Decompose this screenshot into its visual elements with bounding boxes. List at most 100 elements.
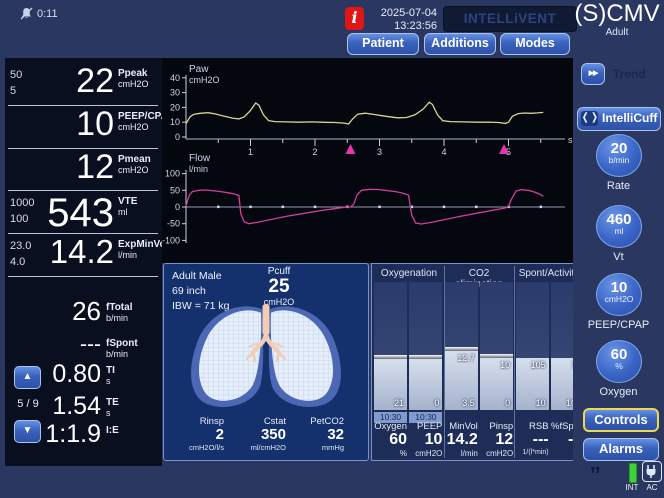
date-label: 2025-07-04 — [380, 7, 437, 19]
gauge-metric-unit: cmH2O — [486, 449, 514, 458]
knob-vt[interactable]: 460 ml — [596, 205, 642, 248]
knob-label: Rate — [606, 180, 631, 192]
gauge-metric-label: Oxygen — [374, 421, 407, 432]
alarm-limit-low: 100 — [10, 213, 29, 225]
monitor-param-name: ExpMinVol — [118, 239, 169, 250]
fast-forward-button[interactable]: ▶▶ — [581, 63, 605, 85]
alarm-silence-indicator: 0:11 — [20, 7, 58, 20]
monitor-param-name: TE — [106, 397, 119, 408]
paw-ytick: 0 — [175, 132, 180, 142]
monitor-value: 543 — [47, 191, 114, 235]
monitor-label: TE s — [106, 397, 152, 418]
flow-ytick: 0 — [175, 202, 180, 212]
gauge-metric-label: MinVol — [449, 421, 478, 432]
controls-button[interactable]: Controls — [583, 408, 659, 432]
monitor-item-peepcpap: 10 PEEP/CPAP cmH2O — [5, 105, 174, 149]
knob-oxygen[interactable]: 60% — [596, 340, 642, 383]
gauge-top-value: 105 — [530, 360, 546, 370]
gauge-metric-value: --- — [532, 431, 549, 448]
gauge-fill — [374, 359, 407, 410]
patient-metric-petco2: PetCO2 32 mmHg — [288, 416, 344, 452]
paw-ytick: 20 — [170, 102, 180, 112]
metric-label: PetCO2 — [310, 416, 344, 427]
gauge-bar-peep: 0 — [409, 282, 443, 410]
modes-button[interactable]: Modes — [500, 33, 570, 55]
sidebar: ▶▶ Trend ❬❭ IntelliCuff 20 b/min Rate 460 ml… — [573, 58, 664, 466]
knob-peepcpap[interactable]: 10 cmH2O — [596, 273, 642, 316]
battery-icon — [629, 463, 637, 483]
monitor-separator — [8, 148, 158, 149]
top-bar: 0:11 i 2025-07-04 13:23:56 INTELLiVENT (… — [0, 0, 664, 58]
monitor-param-unit: l/min — [118, 250, 138, 260]
gauge-metric-unit: % — [399, 449, 407, 458]
alarms-button[interactable]: Alarms — [583, 438, 659, 461]
gauge-bar-minvol: 12.7 3.5 — [444, 282, 478, 410]
gauge-bottom-value: 10 — [535, 398, 546, 408]
monitor-value: 22 — [76, 62, 114, 100]
lungs-graphic — [191, 304, 341, 407]
knob-label: PEEP/CPAP — [587, 319, 650, 331]
active-mode-label: (S)CMV — [574, 0, 660, 27]
alarm-limit-high: 50 — [10, 69, 23, 81]
gauge-group-header: CO2 elimination — [455, 268, 503, 290]
breath-marker-triangle — [345, 144, 356, 154]
knob-value: 10 — [610, 279, 628, 296]
monitor-param-name: Pmean — [118, 154, 151, 165]
alarm-limit-low: 4.0 — [10, 256, 26, 268]
monitor-value: 10 — [76, 105, 114, 143]
time-xtick: 4 — [441, 147, 446, 157]
audio-pause-icon: ’’ — [590, 464, 601, 486]
gauge-group-separator — [443, 266, 445, 458]
flow-ytick: 100 — [165, 169, 180, 179]
pcuff-value: 25 — [268, 276, 290, 297]
flow-unit: l/min — [189, 164, 208, 174]
info-icon[interactable]: i — [345, 7, 364, 30]
monitor-separator — [8, 276, 158, 277]
gauge-metric-unit: cmH2O — [415, 449, 443, 458]
knob-label: Oxygen — [599, 386, 638, 398]
flow-ytick: 50 — [170, 185, 180, 195]
monitor-label: fSpont b/min — [106, 338, 152, 359]
flow-ytick: -50 — [167, 219, 180, 229]
knob-label: Vt — [613, 251, 624, 263]
patient-ibw-label: IBW = 71 kg — [172, 300, 230, 312]
monitor-label: TI s — [106, 365, 152, 386]
gauge-cap — [374, 355, 407, 359]
patient-metric-rinsp: Rinsp 2 cmH2O/l/s — [168, 416, 224, 452]
monitor-param-name: TI — [106, 365, 115, 376]
additions-button[interactable]: Additions — [424, 33, 496, 55]
patient-height-label: 69 inch — [172, 285, 206, 297]
metric-label: Cstat — [263, 416, 286, 427]
pager-down-button[interactable]: ▼ — [14, 420, 41, 443]
monitor-param-unit: cmH2O — [118, 122, 149, 132]
monitor-label: ExpMinVol l/min — [118, 239, 169, 260]
mode-display: (S)CMV Adult — [574, 0, 660, 38]
gauge-bottom-value: 0 — [505, 398, 511, 408]
gauge-cap — [480, 354, 514, 358]
gauge-bar-rsb: 105 10 — [515, 282, 549, 410]
patient-info: Adult Male 69 inch IBW = 71 kg — [172, 269, 229, 314]
metric-value: 32 — [327, 426, 344, 443]
patient-type-label: Adult — [605, 27, 629, 38]
cuff-icon: ❬❭ — [581, 111, 599, 126]
gauge-cap — [444, 347, 478, 351]
battery-label: INT — [625, 483, 639, 492]
monitor-separator — [8, 190, 158, 191]
pager-up-button[interactable]: ▲ — [14, 366, 41, 389]
monitoring-panel: ▲ 5 / 9 ▼ 50 5 22 Ppeak cmH2O 10 PEEP/CPAP cmH2… — [5, 58, 175, 466]
intellicuff-button[interactable]: ❬❭ IntelliCuff — [577, 107, 661, 131]
monitor-value: --- — [80, 333, 101, 356]
time-xtick: 3 — [377, 147, 382, 157]
metric-value: 350 — [260, 426, 286, 443]
gauge-bottom-value: 21 — [393, 398, 404, 408]
knob-rate[interactable]: 20 b/min — [596, 134, 642, 177]
monitor-separator — [8, 105, 158, 106]
patient-button[interactable]: Patient — [347, 33, 419, 55]
monitor-value: 26 — [72, 296, 101, 326]
gauge-bar-oxygen: 21 — [374, 282, 407, 410]
paw-curve — [185, 101, 544, 125]
gauge-group-header: Spont/Activity — [518, 268, 580, 279]
alarm-limits: 50 5 — [10, 67, 22, 99]
intellivent-button[interactable]: INTELLiVENT — [443, 6, 577, 32]
patient-metric-cstat: Cstat 350 ml/cmH2O — [230, 416, 286, 452]
